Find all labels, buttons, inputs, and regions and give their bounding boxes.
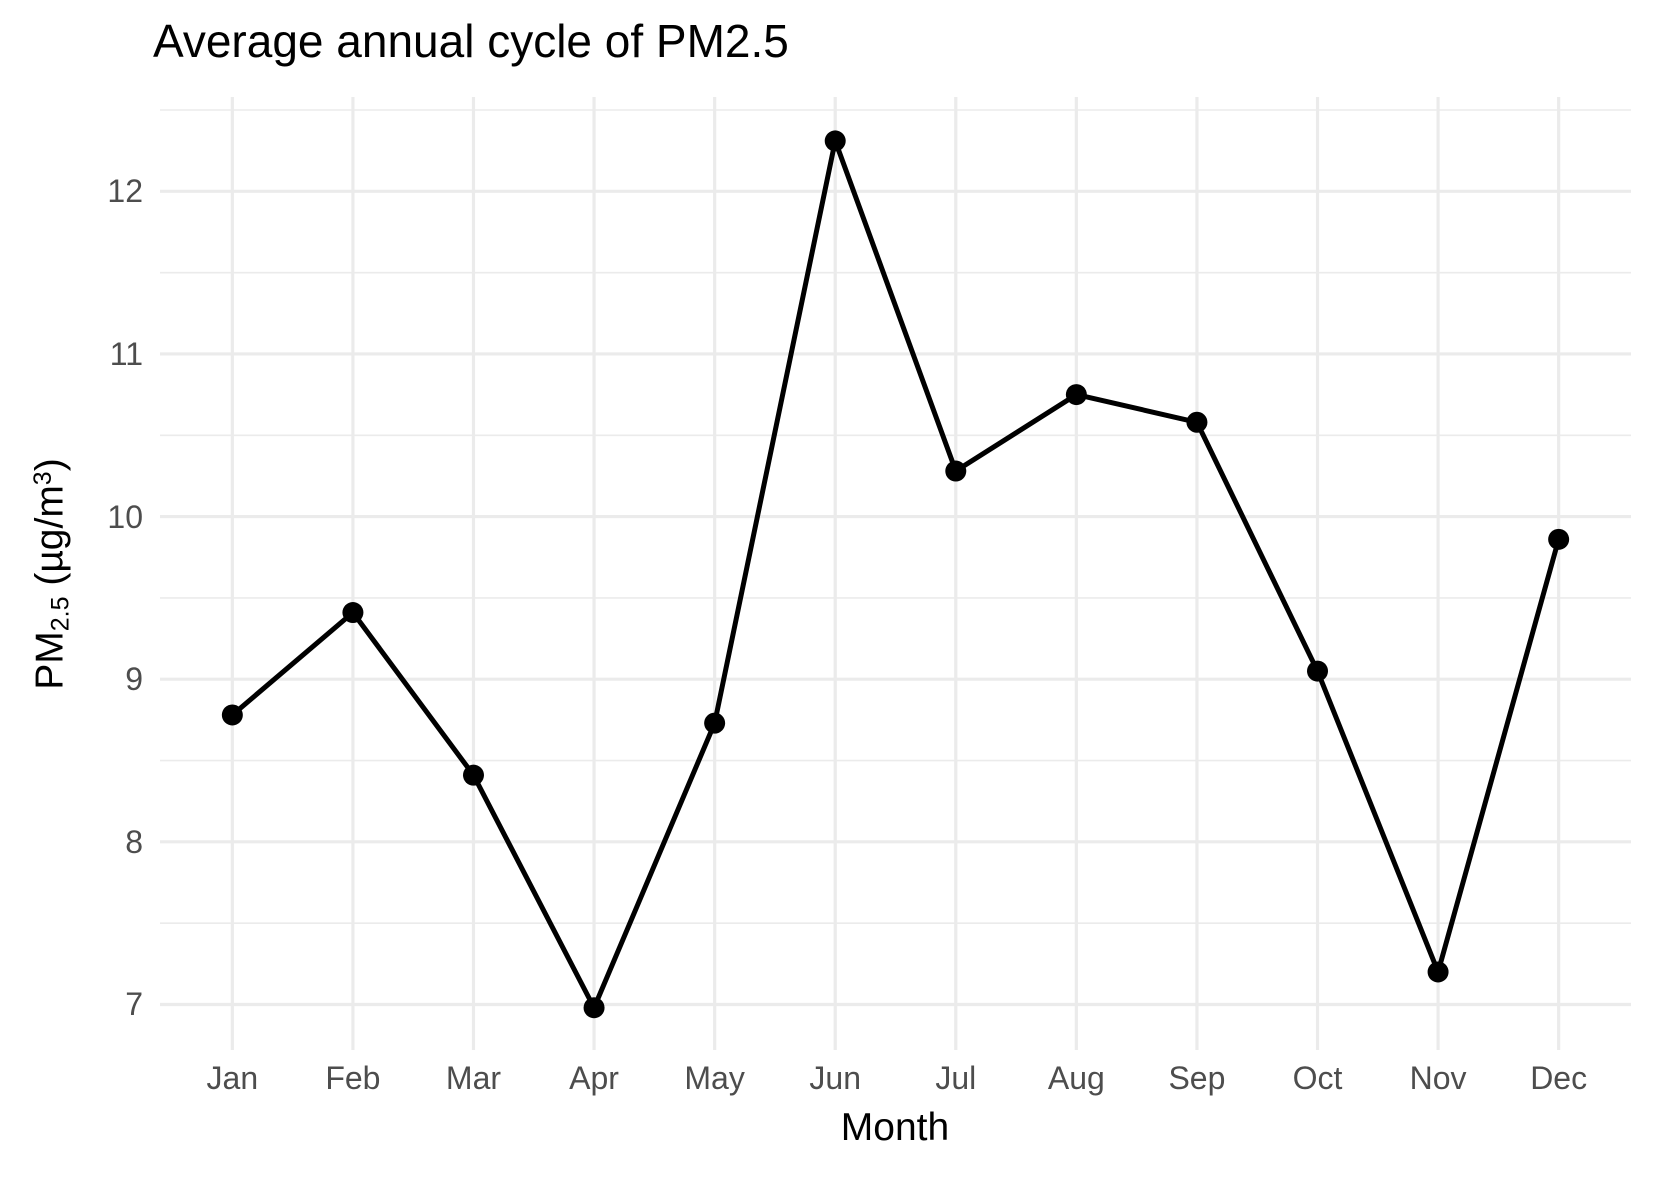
data-line [230,138,1562,1011]
x-axis-tick-label: Oct [1292,1060,1343,1096]
x-axis-title: Month [840,1106,950,1149]
data-point [1186,411,1208,433]
data-point [221,704,243,726]
x-axis-tick-label: Nov [1409,1060,1467,1096]
data-point [1427,961,1449,983]
data-point [1065,384,1087,406]
x-axis-tick-label: Dec [1530,1060,1588,1096]
x-axis-tick-label: Jul [935,1060,977,1096]
x-axis-tick-label: Sep [1168,1060,1226,1096]
x-axis-tick-label: Feb [325,1060,381,1096]
data-point [1548,528,1570,550]
data-point [945,460,967,482]
data-point [462,764,484,786]
data-point [583,997,605,1019]
x-axis-tick-label: May [684,1060,745,1096]
chart-title: Average annual cycle of PM2.5 [153,15,789,67]
y-axis-tick-label: 11 [109,335,143,372]
y-axis-tick-label: 9 [125,661,143,698]
x-axis-tick-label: Jun [809,1060,861,1096]
x-axis-tick-label: Jan [206,1060,259,1096]
data-point [824,130,846,152]
y-axis-tick-label: 7 [125,986,143,1023]
x-axis-tick-label: Aug [1047,1060,1105,1096]
data-point [1307,660,1329,682]
x-axis-tick-label: Apr [569,1060,619,1096]
y-axis-tick-label: 10 [107,498,143,535]
data-point [342,602,364,624]
x-axis-tick-label: Mar [445,1060,502,1096]
y-axis-tick-label: 8 [125,823,143,860]
data-point [704,712,726,734]
y-axis-tick-label: 12 [107,173,143,210]
